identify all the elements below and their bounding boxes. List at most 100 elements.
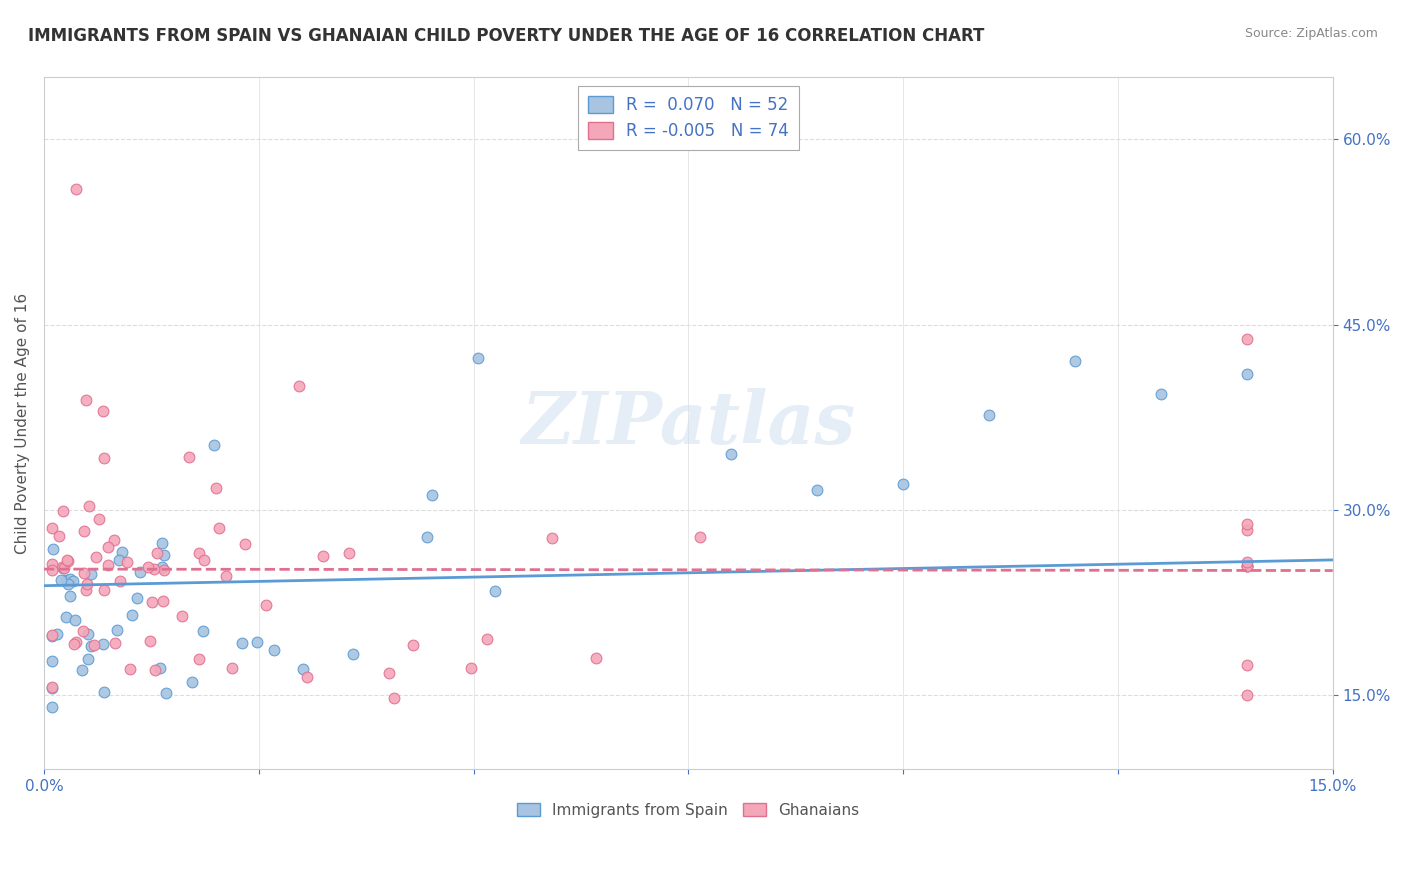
Point: [205, 481, 228, 495]
Point: [1150, 387, 1173, 401]
Point: [80, 639, 103, 653]
Point: [231, 636, 253, 650]
Point: [125, 591, 148, 606]
Point: [1064, 354, 1087, 368]
Point: [75, 392, 97, 407]
Point: [91, 404, 114, 418]
Point: [139, 634, 162, 648]
Point: [153, 548, 176, 562]
Point: [93, 451, 115, 466]
Point: [152, 594, 174, 608]
Point: [118, 662, 141, 676]
Point: [193, 553, 215, 567]
Point: [136, 559, 159, 574]
Point: [540, 531, 562, 545]
Point: [62, 637, 84, 651]
Point: [41, 628, 63, 642]
Point: [55, 553, 77, 567]
Point: [460, 661, 482, 675]
Point: [77, 627, 100, 641]
Point: [46, 627, 69, 641]
Point: [41, 654, 63, 668]
Point: [41, 521, 63, 535]
Point: [1236, 367, 1258, 381]
Point: [1236, 559, 1258, 574]
Point: [62, 574, 84, 589]
Point: [172, 609, 194, 624]
Point: [75, 582, 97, 597]
Point: [59, 572, 82, 586]
Point: [89, 512, 111, 526]
Point: [152, 563, 174, 577]
Point: [104, 636, 127, 650]
Point: [72, 663, 94, 677]
Point: [93, 582, 115, 597]
Point: [73, 524, 96, 539]
Point: [292, 662, 315, 676]
Point: [59, 589, 82, 603]
Point: [246, 634, 269, 648]
Point: [55, 610, 77, 624]
Point: [49, 573, 72, 587]
Point: [382, 691, 405, 706]
Point: [378, 665, 401, 680]
Point: [214, 569, 236, 583]
Point: [41, 699, 63, 714]
Point: [146, 546, 169, 560]
Point: [181, 675, 204, 690]
Point: [891, 477, 914, 491]
Point: [72, 566, 94, 580]
Point: [143, 663, 166, 677]
Point: [312, 549, 335, 563]
Point: [117, 555, 139, 569]
Point: [105, 624, 128, 638]
Point: [79, 567, 101, 582]
Point: [337, 546, 360, 560]
Point: [65, 181, 87, 195]
Point: [52, 561, 75, 575]
Legend: Immigrants from Spain, Ghanaians: Immigrants from Spain, Ghanaians: [510, 797, 866, 824]
Point: [97, 558, 120, 572]
Point: [41, 629, 63, 643]
Point: [143, 561, 166, 575]
Point: [187, 652, 209, 666]
Point: [77, 652, 100, 666]
Point: [1236, 559, 1258, 574]
Point: [402, 638, 425, 652]
Point: [689, 530, 711, 544]
Point: [208, 521, 231, 535]
Point: [72, 624, 94, 638]
Point: [121, 607, 143, 622]
Point: [148, 661, 170, 675]
Point: [585, 651, 607, 665]
Point: [107, 553, 129, 567]
Point: [128, 565, 150, 579]
Point: [97, 540, 120, 554]
Point: [48, 529, 70, 543]
Point: [76, 576, 98, 591]
Point: [51, 503, 73, 517]
Point: [342, 647, 364, 661]
Point: [235, 537, 257, 551]
Point: [155, 686, 177, 700]
Text: Source: ZipAtlas.com: Source: ZipAtlas.com: [1244, 27, 1378, 40]
Point: [93, 684, 115, 698]
Point: [83, 638, 105, 652]
Point: [55, 573, 77, 587]
Point: [41, 681, 63, 695]
Point: [202, 438, 225, 452]
Point: [475, 632, 498, 646]
Point: [77, 499, 100, 513]
Point: [977, 409, 1000, 423]
Point: [806, 483, 828, 497]
Point: [51, 559, 73, 574]
Point: [1236, 658, 1258, 673]
Point: [287, 379, 309, 393]
Point: [41, 541, 63, 556]
Point: [41, 563, 63, 577]
Point: [484, 584, 506, 599]
Point: [150, 536, 173, 550]
Point: [297, 671, 319, 685]
Point: [63, 613, 86, 627]
Point: [416, 531, 439, 545]
